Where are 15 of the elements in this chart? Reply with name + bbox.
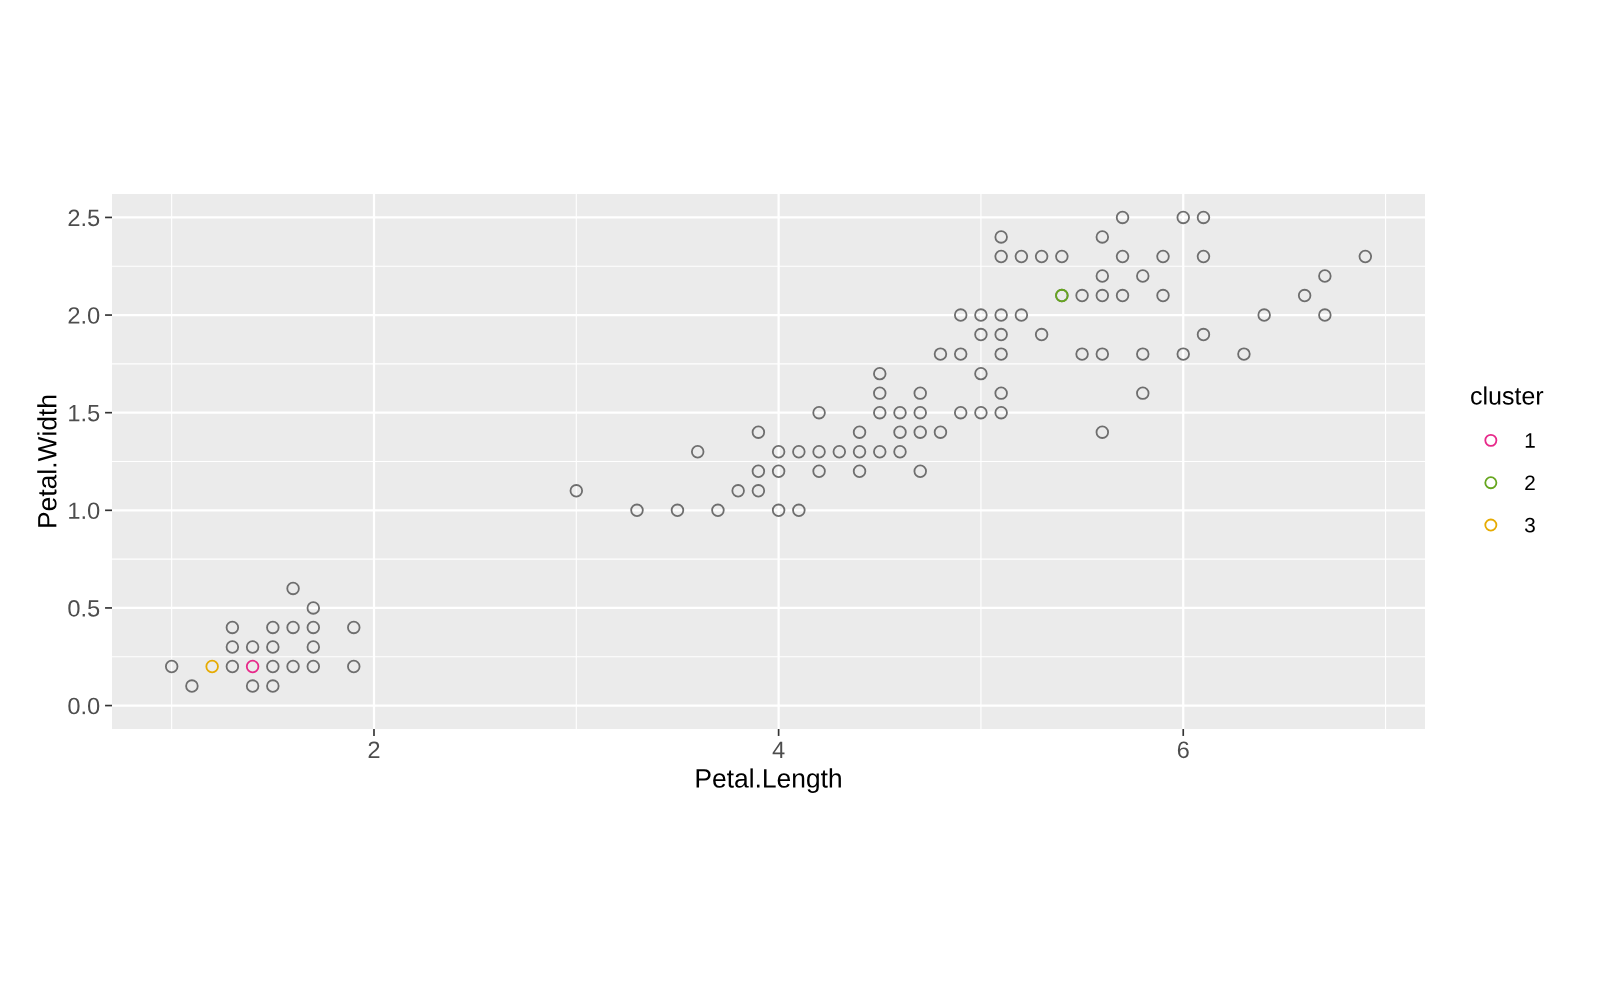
legend-title: cluster — [1471, 386, 1544, 405]
y-axis-title: Petal.Width — [37, 395, 57, 527]
legend-label: 1 — [1525, 433, 1535, 448]
y-tick-label: 2.0 — [68, 307, 100, 324]
y-tick-label: 0.0 — [68, 697, 100, 715]
y-tick-label: 0.5 — [68, 600, 100, 617]
x-tick-label: 2 — [368, 741, 380, 758]
y-tick-label: 1.5 — [69, 405, 100, 422]
legend-label: 3 — [1524, 517, 1535, 533]
legend-label: 2 — [1525, 475, 1535, 490]
y-tick-label: 1.0 — [69, 502, 100, 520]
x-tick-label: 6 — [1177, 741, 1189, 759]
y-tick-label: 2.5 — [68, 209, 100, 227]
x-axis-title: Petal.Length — [696, 768, 841, 793]
x-tick-label: 4 — [772, 741, 785, 758]
